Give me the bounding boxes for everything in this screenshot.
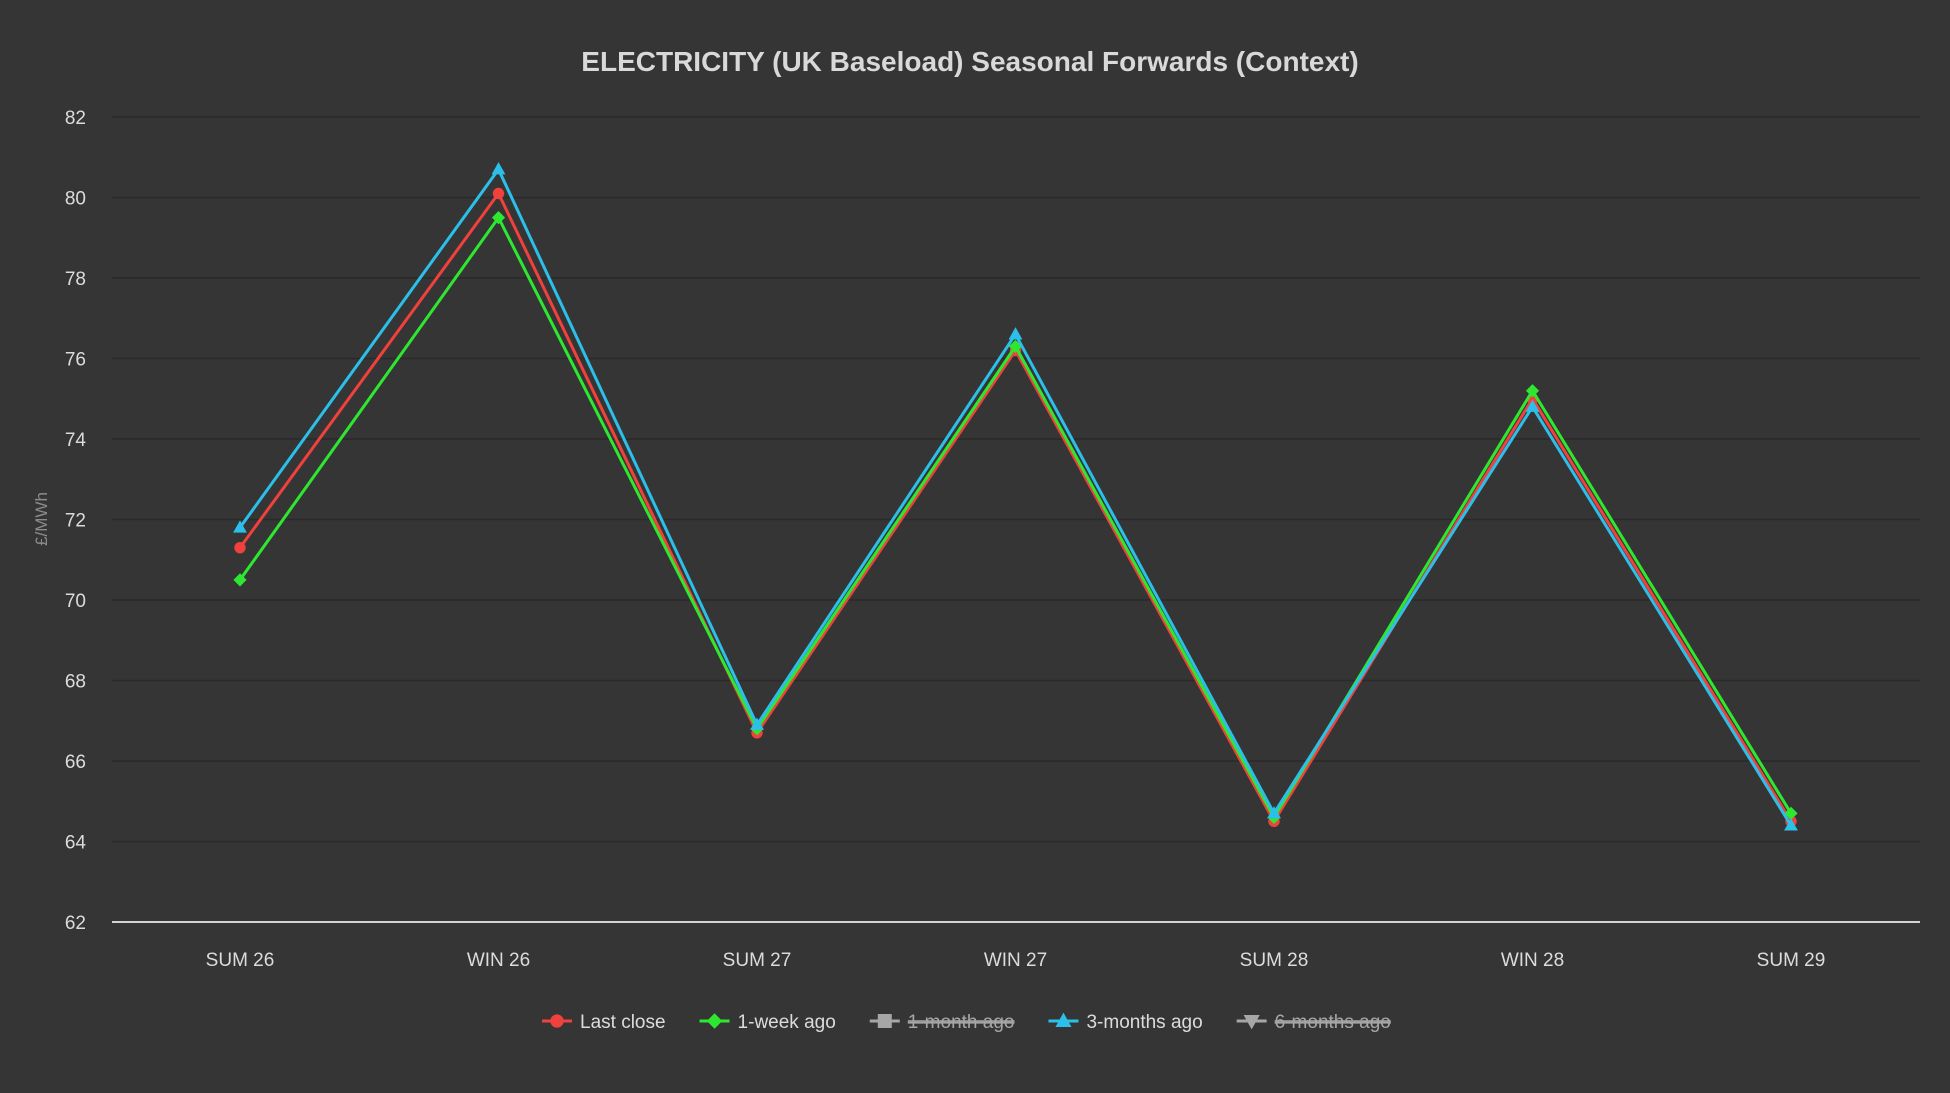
data-point-3-months-ago [233,520,247,533]
y-tick-label: 72 [65,511,86,532]
y-tick-label: 62 [65,913,86,934]
x-tick-label: SUM 27 [723,950,792,971]
legend-label: Last close [580,1012,666,1033]
x-tick-label: WIN 26 [467,950,530,971]
chart-title: ELECTRICITY (UK Baseload) Seasonal Forwa… [581,46,1358,77]
legend-item-3-months-ago[interactable]: 3-months ago [1048,1012,1203,1033]
data-point-last-close [492,187,505,200]
grid-lines [112,116,1920,923]
y-tick-label: 64 [65,833,87,854]
legend: Last close 1-week ago 1-month ago 3-months … [542,1012,1391,1033]
legend-marker-last-close [550,1014,564,1028]
y-tick-label: 76 [65,350,86,371]
data-point-3-months-ago [1525,399,1540,412]
data-point-3-months-ago [491,162,506,175]
legend-item-1-week-ago[interactable]: 1-week ago [699,1012,836,1033]
series-3-months-ago [233,162,1798,831]
series-line-3-months-ago [238,166,1793,827]
x-axis-ticks: SUM 26 WIN 26 SUM 27 WIN 27 SUM 28 WIN 28 SUM … [206,950,1826,971]
y-tick-label: 70 [65,591,86,612]
legend-label: 6-months ago [1275,1012,1391,1033]
data-point-1-week-ago [1525,384,1540,398]
series-1-week-ago [233,211,1798,824]
series-last-close [234,187,1797,828]
y-tick-label: 68 [65,672,86,693]
data-point-3-months-ago [750,717,764,730]
legend-marker-3-months-ago [1055,1012,1072,1027]
legend-item-6-months-ago[interactable]: 6-months ago [1236,1012,1391,1033]
x-tick-label: SUM 26 [206,950,275,971]
y-axis-ticks: 62 64 66 68 70 72 74 76 78 80 82 [65,108,87,934]
legend-item-1-month-ago[interactable]: 1-month ago [869,1012,1015,1033]
data-point-3-months-ago [1008,327,1023,340]
y-tick-label: 74 [65,430,87,451]
legend-marker-1-month-ago [877,1014,892,1028]
data-point-last-close [234,541,246,554]
data-point-1-week-ago [1784,806,1798,820]
x-tick-label: SUM 29 [1757,950,1826,971]
data-point-3-months-ago [1784,818,1798,831]
legend-item-last-close[interactable]: Last close [542,1012,666,1033]
y-tick-label: 80 [65,189,86,210]
legend-label: 1-week ago [738,1012,836,1033]
series-line-1-week-ago [238,214,1793,821]
legend-label: 3-months ago [1086,1012,1202,1033]
y-tick-label: 82 [65,108,86,129]
y-tick-label: 78 [65,269,86,290]
y-tick-label: 66 [65,752,86,773]
data-point-1-week-ago [233,573,247,587]
data-point-3-months-ago [1267,806,1281,819]
legend-marker-1-week-ago [706,1013,723,1029]
legend-marker-6-months-ago [1243,1015,1260,1030]
x-tick-label: WIN 27 [984,950,1047,971]
x-tick-label: WIN 28 [1501,950,1564,971]
series-line-last-close [238,190,1793,825]
series-group [233,162,1798,831]
data-point-1-week-ago [491,211,506,225]
x-tick-label: SUM 28 [1240,950,1309,971]
y-axis-label: £/MWh [32,492,51,546]
legend-label: 1-month ago [908,1012,1015,1033]
